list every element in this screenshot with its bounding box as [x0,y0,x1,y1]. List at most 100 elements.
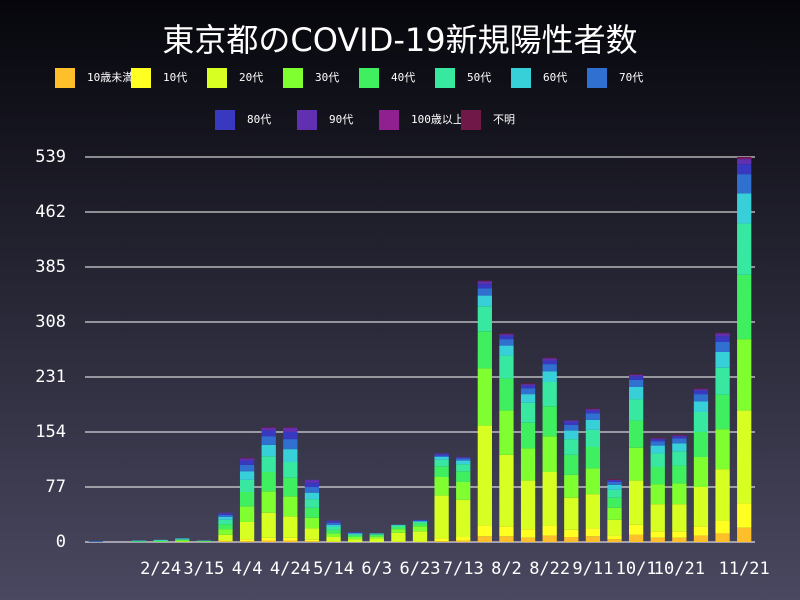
bar-segment [499,454,514,527]
bar-segment [456,499,471,537]
bar-segment [131,541,147,542]
bar-segment [520,480,536,530]
bar-segment [369,536,384,539]
bar-segment [737,174,752,194]
bar-segment [369,538,384,542]
bar-segment [693,394,709,402]
bar-segment [585,410,601,414]
bar-segment [283,537,298,541]
bar-segment [737,157,752,159]
bar-segment [607,535,622,540]
bar-segment [434,459,449,467]
bar-segment [456,464,471,472]
bar-segment [542,360,557,365]
bar-segment [196,541,212,542]
bar-segment [304,479,320,483]
bar-segment [326,533,341,537]
bar-segment [672,438,687,444]
bar-segment [520,448,536,481]
bar-segment [175,539,190,541]
legend-label: 30代 [315,71,339,84]
legend-label: 80代 [247,113,271,126]
bar-segment [326,522,341,525]
bar-segment [628,524,644,535]
bar-segment [520,402,536,423]
bar-segment [348,533,363,535]
bar-segment [131,540,147,542]
bar-segment [737,193,752,224]
bar-segment [499,339,514,346]
bar-segment [239,506,255,522]
bar-segment [369,534,384,535]
bar-segment [348,532,363,533]
bar-segment [715,336,730,342]
bar-segment [607,484,622,490]
y-tick-label: 308 [35,312,66,332]
legend-swatch [461,110,481,130]
bar-segment [218,512,233,514]
bar-segment [456,460,471,465]
bar-segment [520,383,536,385]
bar-segment [542,472,557,526]
bar-segment [261,436,276,445]
bar-segment [672,451,687,466]
bar-segment [499,333,514,335]
bar-segment [564,474,579,498]
bar-segment [477,295,492,307]
legend-label: 60代 [543,71,567,84]
bar-segment [456,471,471,482]
bar-segment [304,517,320,529]
bar-segment [304,541,320,542]
bar-segment [283,427,298,428]
bar-segment [218,524,233,530]
bar-segment [628,399,644,421]
bar-segment [218,517,233,520]
bar-segment [715,533,730,542]
bar-segment [585,409,601,411]
bar-segment [564,430,579,440]
bar-segment [499,355,514,379]
bar-segment [542,436,557,472]
bar-segment [564,537,579,542]
legend-swatch [511,68,531,88]
bar-segment [564,422,579,425]
bar-segment [391,525,406,527]
bar-segment [412,531,428,542]
bar-segment [434,541,449,542]
bar-segment [628,447,644,481]
bar-segment [737,223,752,275]
bar-segment [218,513,233,515]
bar-segment [585,528,601,537]
x-tick-label: 6/23 [400,559,441,579]
bar-segment [348,537,363,540]
bar-segment [477,306,492,332]
bar-segment [693,390,709,395]
bar-segment [693,389,709,391]
bar-segment [520,388,536,395]
bar-segment [304,487,320,493]
bar-segment [520,385,536,389]
legend-label: 10歳未満 [87,71,133,84]
bar-segment [88,541,103,542]
bar-segment [261,537,276,541]
legend-label: 90代 [329,113,353,126]
bar-segment [283,449,298,462]
legend-label: 10代 [163,71,187,84]
bar-segment [326,524,341,527]
x-tick-label: 9/11 [572,559,613,579]
bar-segment [412,526,428,532]
bar-segment [412,520,428,522]
bar-segment [650,537,665,542]
bar-segment [672,531,687,538]
x-tick-label: 8/22 [529,559,570,579]
bar-segment [607,482,622,485]
bar-segment [218,541,233,542]
x-tick-label: 4/4 [232,559,263,579]
bar-segment [650,484,665,505]
x-tick-label: 10/21 [654,559,705,579]
bar-segment [239,539,255,542]
bar-segment [218,529,233,535]
legend-swatch [283,68,303,88]
bar-segment [326,529,341,534]
